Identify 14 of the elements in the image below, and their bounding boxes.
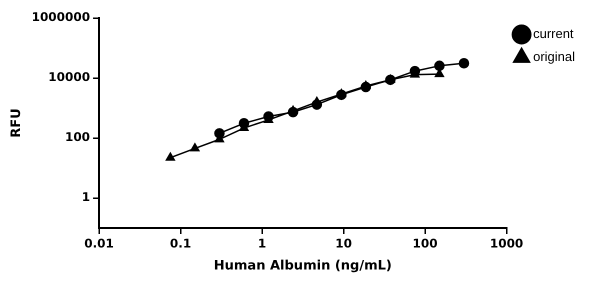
y-tick-label: 10000 [48, 70, 90, 84]
legend-label: original [533, 49, 576, 64]
x-tick-label: 0.1 [170, 236, 192, 250]
y-tick-label: 1000000 [32, 10, 90, 24]
x-tick-label: 100 [412, 236, 438, 250]
x-tick-label: 1 [258, 236, 266, 250]
x-tick-label: 1000 [490, 236, 524, 250]
x-tick-label: 10 [335, 236, 352, 250]
x-tick-label: 0.01 [84, 236, 114, 250]
legend-label: current [533, 26, 574, 42]
x-axis-title: Human Albumin (ng/mL) [214, 258, 392, 274]
y-tick-label: 1 [82, 190, 90, 204]
y-tick-label: 100 [64, 130, 90, 144]
y-axis-title: RFU [9, 108, 24, 138]
